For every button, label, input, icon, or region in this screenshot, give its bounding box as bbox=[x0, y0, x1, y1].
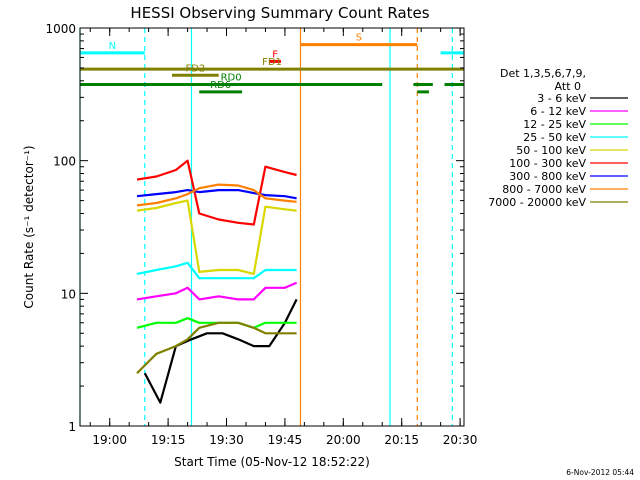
x-tick-label-3: 19:45 bbox=[268, 433, 303, 447]
legend-label-0: 3 - 6 keV bbox=[537, 92, 586, 105]
flag-label-rd6: RD6 bbox=[210, 80, 231, 91]
series-line-7 bbox=[136, 183, 297, 207]
legend-label-7: 800 - 7000 keV bbox=[502, 183, 586, 196]
legend-label-2: 12 - 25 keV bbox=[523, 118, 586, 131]
x-tick-label-0: 19:00 bbox=[92, 433, 127, 447]
y-axis: 1 10 100 1000 bbox=[45, 22, 464, 434]
series-line-3 bbox=[136, 261, 297, 280]
y-axis-label: Count Rate (s⁻¹ detector⁻¹) bbox=[22, 145, 36, 308]
series-group bbox=[136, 159, 298, 404]
vertical-markers bbox=[79, 28, 453, 426]
x-tick-label-4: 20:00 bbox=[326, 433, 361, 447]
y-tick-label-0: 1 bbox=[68, 420, 76, 434]
flag-label-fd2: FD2 bbox=[185, 63, 205, 74]
legend-label-4: 50 - 100 keV bbox=[516, 144, 586, 157]
legend-header-0: Det 1,3,5,6,7,9, bbox=[500, 67, 586, 80]
flag-label-f: F bbox=[272, 49, 278, 60]
chart-title: HESSI Observing Summary Count Rates bbox=[130, 4, 429, 22]
legend-label-8: 7000 - 20000 keV bbox=[488, 196, 586, 209]
x-tick-label-6: 20:30 bbox=[443, 433, 478, 447]
y-tick-label-3: 1000 bbox=[45, 22, 76, 36]
flag-label-s: S bbox=[356, 33, 362, 44]
flag-label-n: N bbox=[109, 41, 116, 52]
x-tick-label-2: 19:30 bbox=[209, 433, 244, 447]
x-axis: 19:00 19:15 19:30 19:45 20:00 20:15 20:30 bbox=[89, 28, 478, 447]
flag-label-fd1: FD1 bbox=[262, 57, 282, 68]
flag-label-rd0: RD0 bbox=[221, 73, 242, 84]
legend-label-3: 25 - 50 keV bbox=[523, 131, 586, 144]
plot-frame bbox=[79, 27, 465, 427]
y-tick-label-1: 10 bbox=[61, 287, 76, 301]
series-line-4 bbox=[136, 199, 297, 275]
series-line-1 bbox=[136, 281, 298, 301]
footer-date: 6-Nov-2012 05:44 bbox=[566, 468, 634, 477]
legend-label-6: 300 - 800 keV bbox=[509, 170, 586, 183]
series-line-6 bbox=[136, 189, 297, 200]
x-axis-label: Start Time (05-Nov-12 18:52:22) bbox=[174, 455, 370, 469]
x-tick-label-5: 20:15 bbox=[384, 433, 419, 447]
legend-label-1: 6 - 12 keV bbox=[530, 105, 586, 118]
series-line-5 bbox=[136, 159, 297, 226]
y-tick-label-2: 100 bbox=[53, 155, 76, 169]
series-line-0 bbox=[143, 298, 298, 404]
legend-header-1: Att 0 bbox=[555, 80, 581, 93]
legend-label-5: 100 - 300 keV bbox=[509, 157, 586, 170]
series-line-8 bbox=[136, 321, 297, 374]
x-tick-label-1: 19:15 bbox=[151, 433, 186, 447]
